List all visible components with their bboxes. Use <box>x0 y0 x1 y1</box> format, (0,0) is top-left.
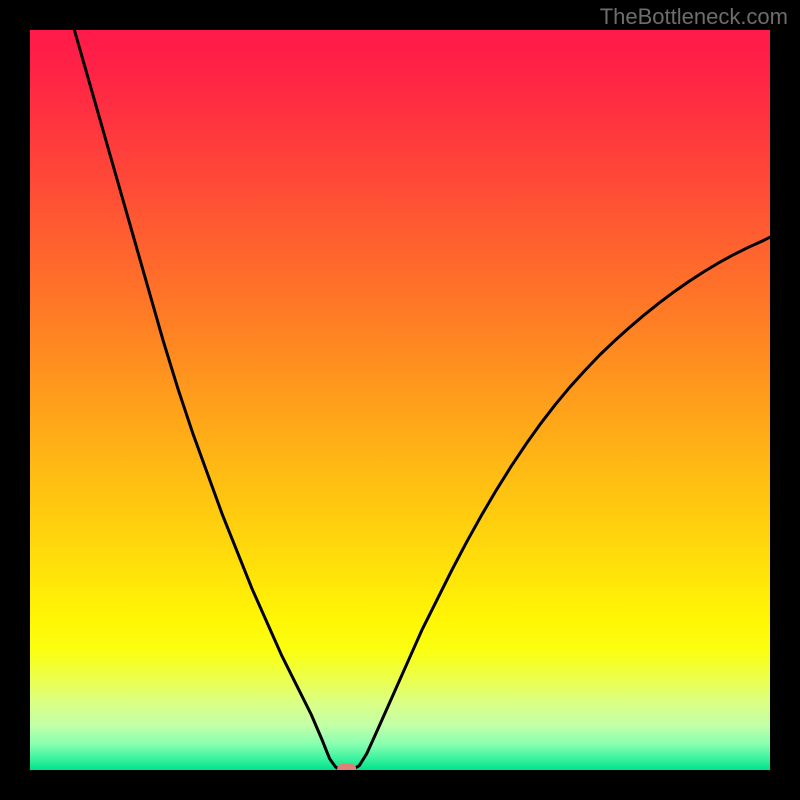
chart-container: TheBottleneck.com <box>0 0 800 800</box>
plot-background <box>30 30 770 770</box>
bottleneck-chart <box>0 0 800 800</box>
